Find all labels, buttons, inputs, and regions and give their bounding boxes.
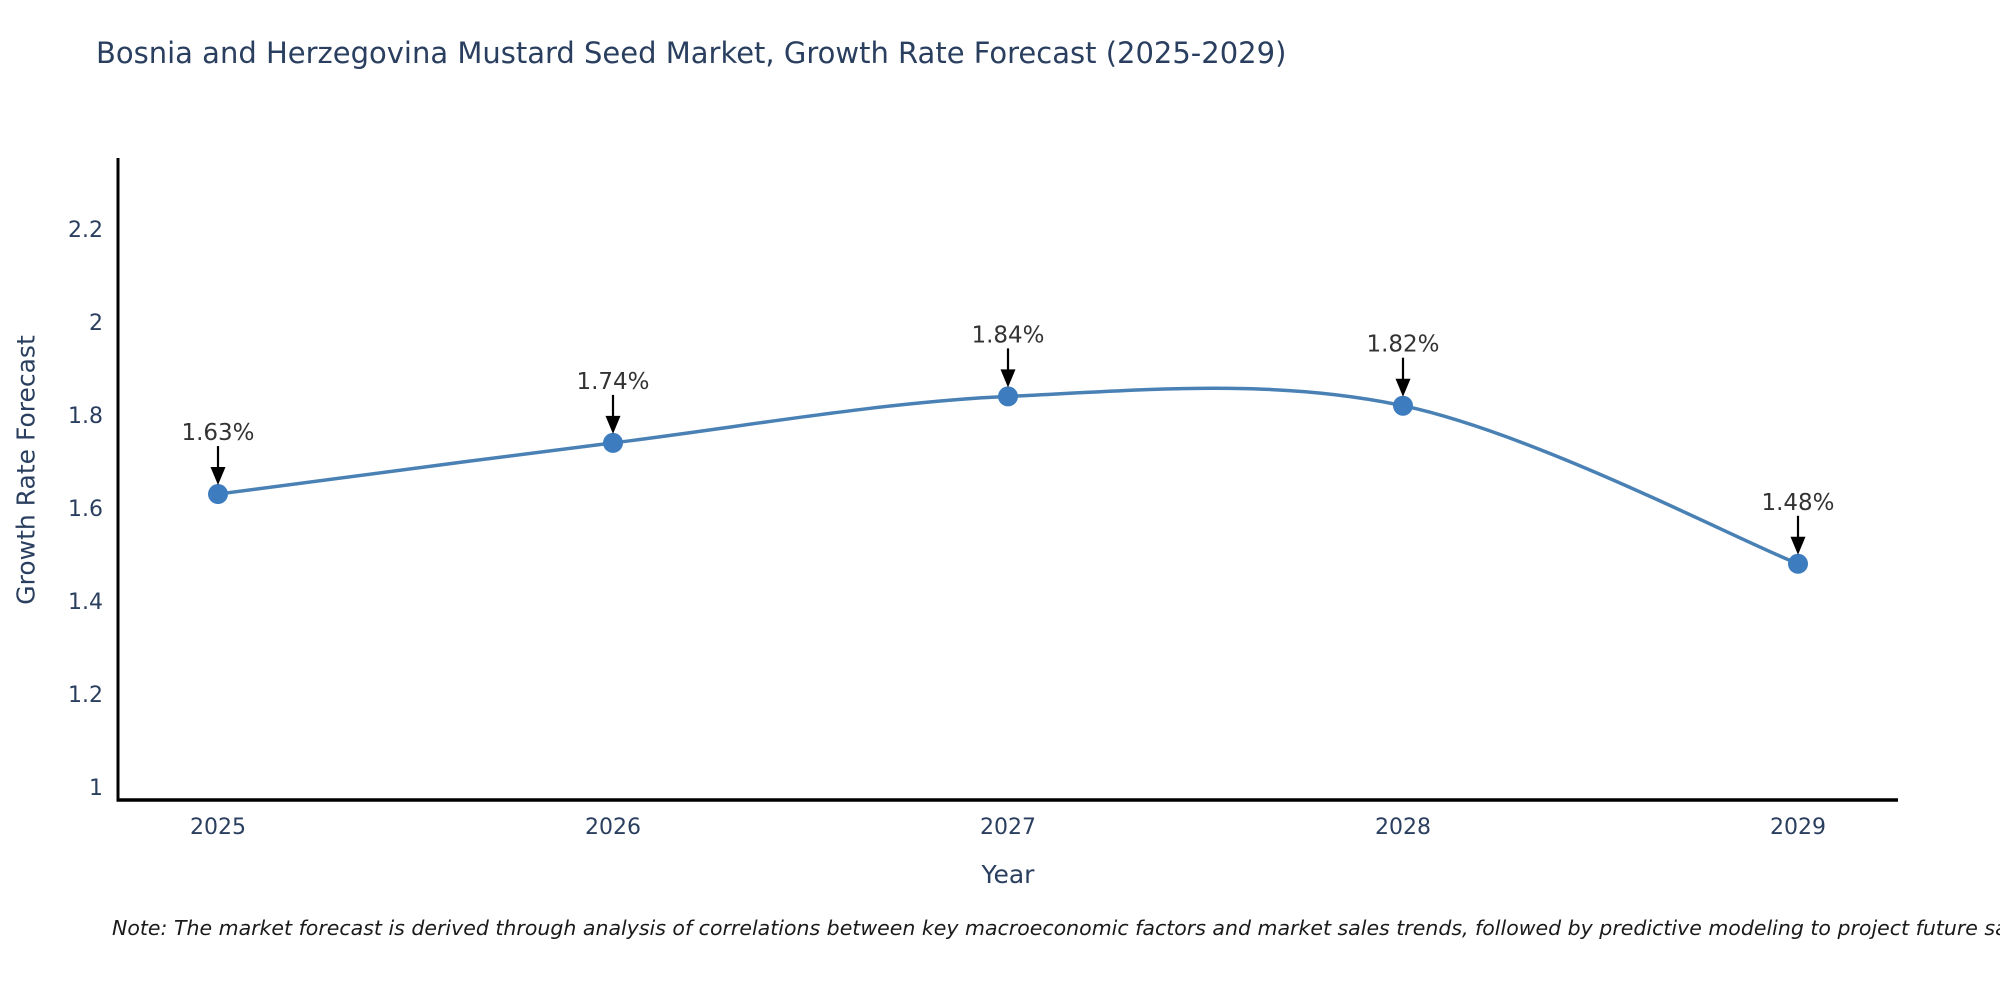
- annotation-label: 1.84%: [971, 322, 1044, 348]
- annotation-arrowhead: [1000, 369, 1016, 388]
- y-tick-label: 2.2: [68, 218, 103, 243]
- y-axis-title: Growth Rate Forecast: [11, 335, 41, 605]
- x-tick-label: 2029: [1770, 815, 1826, 840]
- x-tick-label: 2028: [1375, 815, 1431, 840]
- data-point-marker: [998, 386, 1018, 407]
- data-point-marker: [208, 484, 228, 505]
- annotation-label: 1.82%: [1366, 332, 1439, 358]
- annotation-label: 1.74%: [576, 369, 649, 395]
- x-tick-label: 2026: [585, 815, 641, 840]
- series-line: [216, 386, 1800, 566]
- y-tick-label: 1.6: [68, 497, 103, 522]
- y-tick-label: 1.4: [68, 590, 103, 615]
- annotation-arrowhead: [210, 467, 226, 486]
- data-point-marker: [1393, 395, 1413, 416]
- data-point-marker: [603, 432, 623, 453]
- chart-title: Bosnia and Herzegovina Mustard Seed Mark…: [96, 36, 1287, 70]
- annotation-arrowhead: [1790, 536, 1806, 555]
- y-tick-label: 1.2: [68, 683, 103, 708]
- data-point-marker: [1788, 553, 1808, 574]
- annotation-label: 1.63%: [181, 420, 254, 446]
- annotation-arrowhead: [605, 415, 621, 434]
- annotation-arrowhead: [1395, 378, 1411, 397]
- footnote: Note: The market forecast is derived thr…: [112, 916, 2000, 940]
- x-axis-title: Year: [981, 860, 1035, 889]
- y-tick-label: 1.8: [68, 404, 103, 429]
- y-tick-label: 2: [89, 311, 103, 336]
- y-tick-label: 1: [89, 776, 103, 801]
- annotation-label: 1.48%: [1761, 490, 1834, 516]
- x-tick-label: 2027: [980, 815, 1036, 840]
- x-tick-label: 2025: [190, 815, 246, 840]
